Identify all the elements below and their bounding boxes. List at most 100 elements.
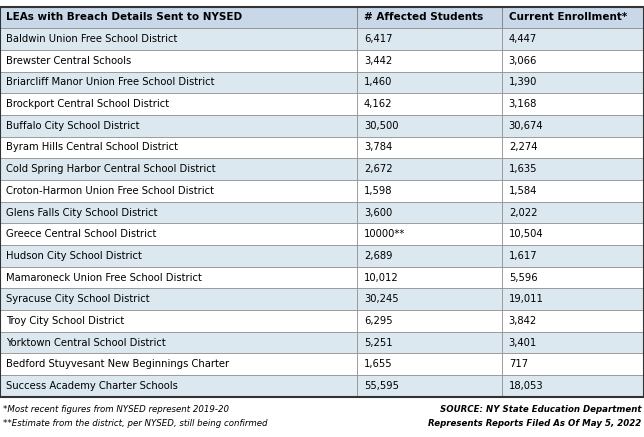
Text: 30,674: 30,674 [509, 121, 544, 131]
Bar [357, 115, 502, 137]
Bar [357, 158, 502, 180]
Bar [0, 7, 357, 28]
Bar [502, 50, 644, 72]
Text: SOURCE: NY State Education Department: SOURCE: NY State Education Department [440, 405, 641, 413]
Text: 3,442: 3,442 [364, 56, 392, 66]
Bar [357, 180, 502, 202]
Text: 1,584: 1,584 [509, 186, 537, 196]
Text: 3,600: 3,600 [364, 208, 392, 218]
Text: Byram Hills Central School District: Byram Hills Central School District [6, 142, 178, 153]
Text: # Affected Students: # Affected Students [364, 12, 483, 22]
Bar [502, 115, 644, 137]
Bar [0, 50, 357, 72]
Bar [0, 354, 357, 375]
Text: Mamaroneck Union Free School District: Mamaroneck Union Free School District [6, 273, 202, 283]
Text: 2,274: 2,274 [509, 142, 537, 153]
Bar [502, 158, 644, 180]
Bar [502, 93, 644, 115]
Bar [502, 354, 644, 375]
Text: 3,168: 3,168 [509, 99, 537, 109]
Bar [502, 223, 644, 245]
Bar [0, 72, 357, 93]
Text: Greece Central School District: Greece Central School District [6, 229, 157, 239]
Text: 18,053: 18,053 [509, 381, 544, 391]
Text: 6,295: 6,295 [364, 316, 392, 326]
Text: 3,401: 3,401 [509, 338, 537, 347]
Bar [0, 288, 357, 310]
Text: *Most recent figures from NYSED represent 2019-20: *Most recent figures from NYSED represen… [3, 405, 229, 413]
Bar [0, 93, 357, 115]
Text: 1,655: 1,655 [364, 359, 392, 369]
Text: 55,595: 55,595 [364, 381, 399, 391]
Text: LEAs with Breach Details Sent to NYSED: LEAs with Breach Details Sent to NYSED [6, 12, 243, 22]
Text: 5,251: 5,251 [364, 338, 392, 347]
Text: Syracuse City School District: Syracuse City School District [6, 294, 150, 304]
Text: 1,390: 1,390 [509, 77, 537, 87]
Text: 1,460: 1,460 [364, 77, 392, 87]
Text: 30,245: 30,245 [364, 294, 399, 304]
Bar [0, 7, 644, 397]
Text: Hudson City School District: Hudson City School District [6, 251, 142, 261]
Bar [0, 202, 357, 223]
Text: Croton-Harmon Union Free School District: Croton-Harmon Union Free School District [6, 186, 214, 196]
Text: 6,417: 6,417 [364, 34, 392, 44]
Bar [502, 7, 644, 28]
Bar [502, 310, 644, 332]
Bar [502, 375, 644, 397]
Text: 5,596: 5,596 [509, 273, 537, 283]
Text: 2,689: 2,689 [364, 251, 392, 261]
Bar [357, 28, 502, 50]
Text: 2,022: 2,022 [509, 208, 537, 218]
Bar [357, 288, 502, 310]
Bar [502, 332, 644, 354]
Text: 2,672: 2,672 [364, 164, 392, 174]
Bar [357, 267, 502, 288]
Text: Bedford Stuyvesant New Beginnings Charter: Bedford Stuyvesant New Beginnings Charte… [6, 359, 229, 369]
Bar [502, 28, 644, 50]
Text: 3,784: 3,784 [364, 142, 392, 153]
Text: 30,500: 30,500 [364, 121, 399, 131]
Text: **Estimate from the district, per NYSED, still being confirmed: **Estimate from the district, per NYSED,… [3, 420, 267, 428]
Bar [0, 180, 357, 202]
Bar [0, 158, 357, 180]
Text: 1,598: 1,598 [364, 186, 392, 196]
Text: 1,635: 1,635 [509, 164, 537, 174]
Bar [0, 332, 357, 354]
Bar [357, 202, 502, 223]
Bar [0, 310, 357, 332]
Bar [357, 375, 502, 397]
Bar [0, 267, 357, 288]
Bar [357, 50, 502, 72]
Bar [0, 223, 357, 245]
Text: Glens Falls City School District: Glens Falls City School District [6, 208, 158, 218]
Bar [357, 137, 502, 158]
Bar [502, 202, 644, 223]
Bar [357, 332, 502, 354]
Bar [357, 7, 502, 28]
Text: Buffalo City School District: Buffalo City School District [6, 121, 140, 131]
Bar [357, 310, 502, 332]
Bar [0, 137, 357, 158]
Text: 10,012: 10,012 [364, 273, 399, 283]
Bar [357, 354, 502, 375]
Bar [357, 245, 502, 267]
Text: 10000**: 10000** [364, 229, 405, 239]
Bar [0, 115, 357, 137]
Text: 3,066: 3,066 [509, 56, 537, 66]
Bar [357, 93, 502, 115]
Bar [0, 375, 357, 397]
Bar [0, 28, 357, 50]
Bar [502, 72, 644, 93]
Text: 3,842: 3,842 [509, 316, 537, 326]
Text: 1,617: 1,617 [509, 251, 537, 261]
Text: Troy City School District: Troy City School District [6, 316, 125, 326]
Bar [357, 72, 502, 93]
Text: 4,162: 4,162 [364, 99, 392, 109]
Text: Briarcliff Manor Union Free School District: Briarcliff Manor Union Free School Distr… [6, 77, 215, 87]
Bar [502, 137, 644, 158]
Text: Current Enrollment*: Current Enrollment* [509, 12, 627, 22]
Text: Yorktown Central School District: Yorktown Central School District [6, 338, 166, 347]
Text: Brewster Central Schools: Brewster Central Schools [6, 56, 131, 66]
Bar [502, 267, 644, 288]
Text: 4,447: 4,447 [509, 34, 537, 44]
